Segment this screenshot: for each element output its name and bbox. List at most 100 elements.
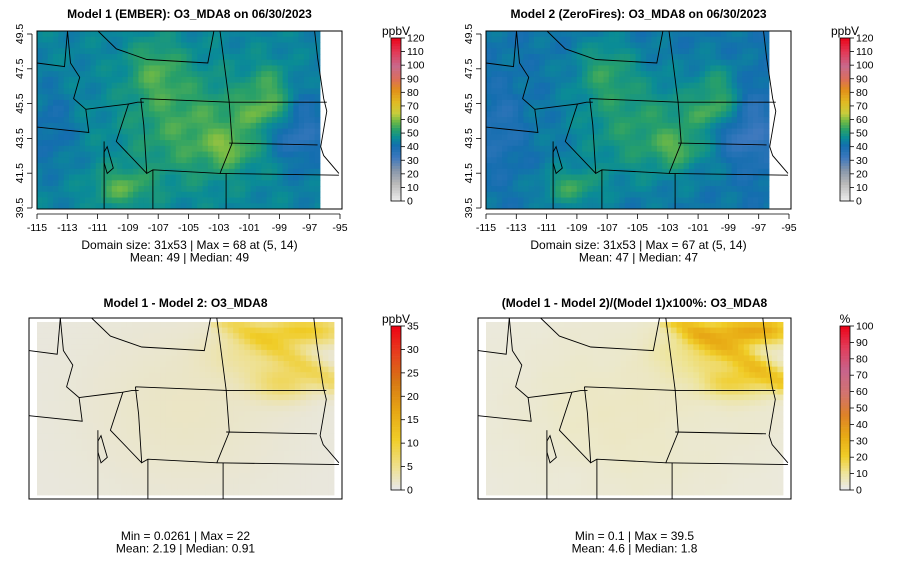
heatmap-cell [175,99,182,107]
heatmap-cell [322,439,329,446]
heatmap-cell [635,145,642,152]
heatmap-cell [534,140,540,147]
heatmap-cell [539,31,546,38]
heatmap-cell [227,349,234,356]
heatmap-cell [592,117,599,124]
heatmap-cell [53,377,60,384]
heatmap-cell [640,76,647,84]
heatmap-cell [305,411,312,418]
heatmap-cell [656,157,663,164]
heatmap-cell [667,163,674,170]
heatmap-cell [199,433,206,440]
heatmap-cell [149,65,155,72]
heatmap-cell [216,405,223,412]
heatmap-cell [177,411,184,418]
heatmap-cell [37,140,43,147]
heatmap-cell [143,82,150,89]
heatmap-cell [154,467,161,474]
heatmap-cell [294,355,301,362]
heatmap-cell [149,157,155,164]
heatmap-cell [287,76,294,84]
heatmap-cell [502,122,508,130]
heatmap-cell [289,327,296,334]
heatmap-cell [528,174,535,181]
heatmap-cell [213,99,219,107]
heatmap-cell [250,151,257,158]
heatmap-cell [74,203,81,210]
heatmap-cell [42,338,49,345]
heatmap-cell [534,42,540,49]
heatmap-cell [37,394,43,401]
heatmap-cell [736,99,743,107]
heatmap-cell [640,163,647,170]
heatmap-cell [640,151,647,158]
heatmap-cell [227,383,234,390]
heatmap-cell [239,180,246,187]
heatmap-cell [277,372,284,379]
heatmap-cell [149,128,155,135]
heatmap-cell [582,186,588,193]
heatmap-cell [233,400,240,407]
heatmap-cell [175,71,182,78]
heatmap-cell [672,186,679,193]
heatmap-cell [250,88,257,95]
heatmap-cell [309,53,316,61]
heatmap-cell [293,203,300,210]
heatmap-cell [58,197,65,204]
heatmap-cell [731,128,738,135]
heatmap-cell [207,111,214,118]
heatmap-cell [646,191,652,198]
heatmap-cell [81,388,88,395]
heatmap-cell [74,65,81,72]
heatmap-cell [42,122,49,130]
heatmap-cell [87,344,94,351]
heatmap-cell [121,455,128,462]
heatmap-cell [582,71,588,78]
heatmap-cell [518,111,524,118]
heatmap-cell [207,134,214,141]
heatmap-cell [221,383,228,390]
heatmap-cell [233,377,240,384]
heatmap-cell [70,322,77,328]
heatmap-cell [694,31,700,38]
heatmap-cell [305,344,312,351]
heatmap-cell [93,355,100,362]
colorbar-swatch [840,141,850,145]
heatmap-cell [507,186,514,193]
heatmap-cell [662,88,668,95]
heatmap-cell [171,450,178,457]
heatmap-cell [678,163,684,170]
heatmap-cell [486,111,492,118]
heatmap-cell [555,59,562,66]
heatmap-cell [245,134,251,141]
heatmap-cell [624,186,631,193]
heatmap-cell [160,444,167,451]
heatmap-cell [763,71,770,78]
heatmap-cell [710,122,716,130]
heatmap-cell [646,117,652,124]
heatmap-cell [736,71,743,78]
heatmap-cells [37,31,321,210]
heatmap-cell [582,76,588,84]
heatmap-cell [731,151,738,158]
heatmap-cell [672,168,679,175]
heatmap-cell [635,105,642,112]
heatmap-cell [202,140,209,147]
heatmap-cell [59,322,66,328]
heatmap-cell [37,157,43,164]
heatmap-cell [249,327,256,334]
heatmap-cell [76,411,83,418]
heatmap-cell [271,128,278,135]
heatmap-cell [104,467,111,474]
heatmap-cell [311,355,318,362]
heatmap-cell [277,450,284,457]
heatmap-cell [667,145,674,152]
heatmap-cell [255,180,262,187]
heatmap-cell [293,117,300,124]
heatmap-cell [282,145,289,152]
heatmap-cell [106,94,113,101]
heatmap-cell [704,122,711,130]
heatmap-cell [486,53,492,61]
heatmap-cell [193,444,200,451]
heatmap-cell [544,48,551,55]
